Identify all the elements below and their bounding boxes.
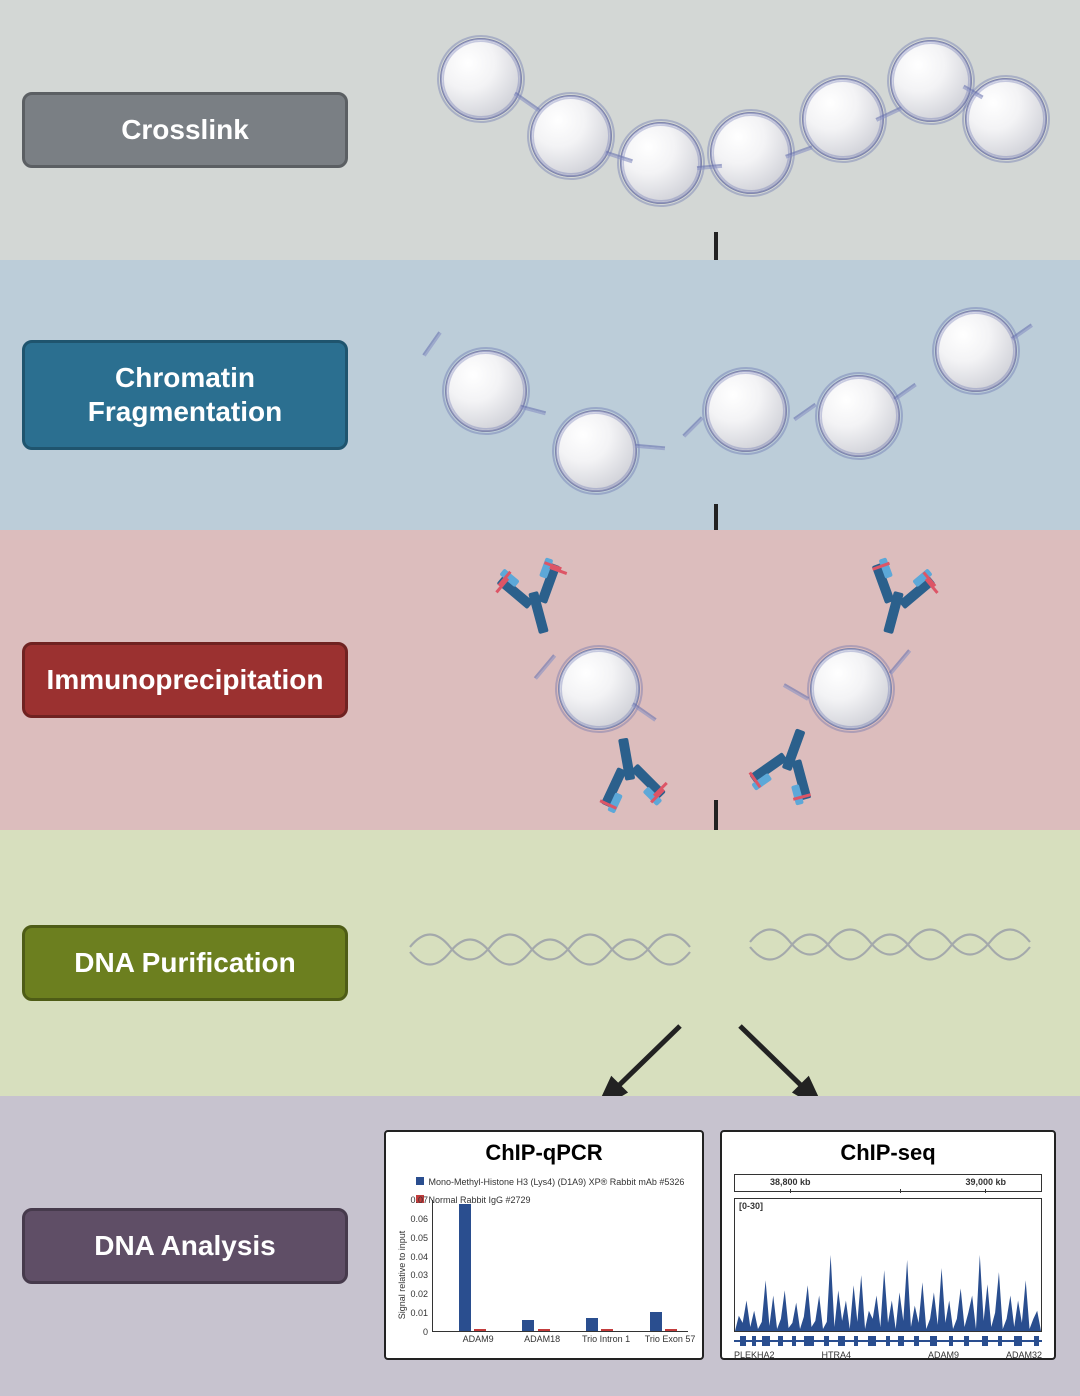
antibody-icon xyxy=(594,731,664,815)
qpcr-ytick: 0.05 xyxy=(410,1233,428,1243)
seq-track xyxy=(735,1199,1041,1331)
panel-purification: DNA Purification xyxy=(0,830,1080,1096)
label-fragmentation: Chromatin Fragmentation xyxy=(22,340,348,449)
antibody-icon xyxy=(859,556,934,643)
illustration-fragmentation xyxy=(390,260,1060,530)
qpcr-ytick: 0.03 xyxy=(410,1270,428,1280)
qpcr-xlabel: Trio Exon 57 xyxy=(639,1334,700,1344)
gene-3: ADAM9 xyxy=(928,1350,959,1362)
gene-2: HTRA4 xyxy=(822,1350,852,1362)
seq-x2: 39,000 kb xyxy=(965,1177,1006,1187)
qpcr-bar-blue xyxy=(522,1320,534,1331)
label-text: DNA Purification xyxy=(74,946,295,980)
qpcr-bar-blue xyxy=(650,1312,662,1331)
qpcr-xlabel: Trio Intron 1 xyxy=(575,1334,636,1344)
gene-4: ADAM32 xyxy=(1006,1350,1042,1362)
qpcr-xlabel: ADAM18 xyxy=(511,1334,572,1344)
qpcr-bar-chart xyxy=(432,1200,688,1332)
qpcr-ylabel: Signal relative to input xyxy=(397,1215,407,1335)
panel-immunoprecipitation: Immunoprecipitation xyxy=(0,530,1080,830)
qpcr-ytick: 0.02 xyxy=(410,1289,428,1299)
qpcr-ytick: 0.04 xyxy=(410,1252,428,1262)
panel-crosslink: Crosslink xyxy=(0,0,1080,260)
label-text: DNA Analysis xyxy=(94,1229,276,1263)
legend-1: Mono-Methyl-Histone H3 (Lys4) (D1A9) XP®… xyxy=(428,1177,684,1187)
panel-fragmentation: Chromatin Fragmentation xyxy=(0,260,1080,530)
qpcr-bar-red xyxy=(538,1329,550,1331)
qpcr-ytick: 0.06 xyxy=(410,1214,428,1224)
illustration-immunoprecipitation xyxy=(390,530,1060,830)
chip-qpcr-panel: ChIP-qPCR Mono-Methyl-Histone H3 (Lys4) … xyxy=(384,1130,704,1360)
seq-track-label: [0-30] xyxy=(739,1201,763,1211)
label-crosslink: Crosslink xyxy=(22,92,348,168)
antibody-icon xyxy=(497,556,572,643)
dna-helix-icon xyxy=(400,892,1050,1012)
qpcr-ytick: 0.01 xyxy=(410,1308,428,1318)
gene-1: PLEKHA2 xyxy=(734,1350,775,1362)
panel-analysis: DNA Analysis ChIP-qPCR Mono-Methyl-Histo… xyxy=(0,1096,1080,1396)
label-analysis: DNA Analysis xyxy=(22,1208,348,1284)
seq-title: ChIP-seq xyxy=(730,1140,1046,1166)
chip-seq-panel: ChIP-seq 38,800 kb 39,000 kb [0-30] xyxy=(720,1130,1056,1360)
qpcr-xlabel: ADAM9 xyxy=(447,1334,508,1344)
qpcr-bar-red xyxy=(601,1329,613,1331)
qpcr-ytick: 0.07 xyxy=(410,1195,428,1205)
label-purification: DNA Purification xyxy=(22,925,348,1001)
antibody-icon xyxy=(749,717,829,807)
qpcr-bar-blue xyxy=(459,1204,471,1331)
label-immunoprecipitation: Immunoprecipitation xyxy=(22,642,348,718)
label-text: Crosslink xyxy=(121,113,249,147)
illustration-crosslink xyxy=(390,0,1060,260)
qpcr-title: ChIP-qPCR xyxy=(394,1140,694,1166)
qpcr-bar-red xyxy=(665,1329,677,1331)
qpcr-bar-red xyxy=(474,1329,486,1331)
seq-x1: 38,800 kb xyxy=(770,1177,811,1187)
qpcr-ytick: 0 xyxy=(423,1327,428,1337)
label-text: Chromatin Fragmentation xyxy=(88,361,282,428)
qpcr-bar-blue xyxy=(586,1318,598,1331)
gene-track xyxy=(734,1334,1042,1348)
label-text: Immunoprecipitation xyxy=(47,663,324,697)
